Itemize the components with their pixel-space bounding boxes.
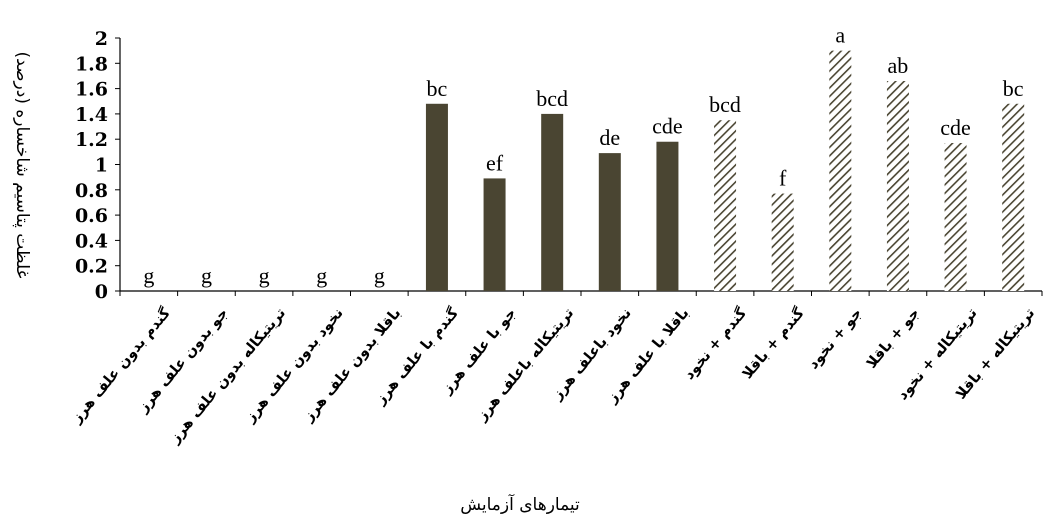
category-label: گندم بدون علف هرز bbox=[67, 304, 175, 427]
y-tick-label: 0.6 bbox=[75, 205, 108, 227]
x-axis-title: تیمارهای آزمایش bbox=[460, 493, 580, 515]
significance-letter: cde bbox=[940, 115, 971, 140]
significance-letter: de bbox=[599, 125, 620, 150]
bar bbox=[598, 153, 621, 291]
category-label: جو + باقلا bbox=[864, 305, 923, 371]
y-axis-title: غلظت پتاسیم شاخساره (درصد) bbox=[12, 52, 32, 279]
y-tick-label: 2 bbox=[95, 28, 108, 50]
significance-letter: g bbox=[374, 263, 385, 288]
category-label: باقلا بدون علف هرز bbox=[300, 305, 404, 425]
y-tick-label: 0.2 bbox=[75, 256, 108, 278]
significance-letter: g bbox=[143, 263, 154, 288]
significance-letter: ef bbox=[486, 150, 504, 175]
bar bbox=[829, 50, 852, 292]
bar bbox=[541, 113, 564, 292]
significance-letter: g bbox=[201, 263, 212, 288]
category-label: تریتیکاله باعلف هرز bbox=[473, 305, 577, 424]
y-tick-label: 0.8 bbox=[75, 180, 108, 202]
bar bbox=[771, 193, 794, 291]
significance-letter: f bbox=[779, 166, 787, 191]
significance-letter: ab bbox=[888, 53, 909, 78]
bar bbox=[714, 120, 737, 291]
bar bbox=[886, 81, 909, 291]
y-tick-label: 1.2 bbox=[75, 129, 108, 151]
y-tick-label: 1.6 bbox=[75, 79, 108, 101]
category-label: تریتیکاله بدون علف هرز bbox=[166, 305, 289, 447]
significance-letter: cde bbox=[652, 114, 683, 139]
significance-letter: bcd bbox=[709, 92, 741, 117]
y-tick-label: 0.4 bbox=[75, 230, 108, 252]
y-tick-label: 1 bbox=[95, 155, 108, 177]
category-label: جو + نخود bbox=[805, 305, 865, 372]
significance-letter: bcd bbox=[536, 86, 568, 111]
bar bbox=[425, 103, 448, 291]
bar bbox=[1002, 103, 1025, 291]
y-tick-label: 1.8 bbox=[75, 53, 108, 75]
y-tick-label: 0 bbox=[95, 281, 108, 303]
significance-letter: bc bbox=[427, 76, 448, 101]
bar bbox=[944, 142, 967, 291]
bar bbox=[483, 178, 506, 291]
bar bbox=[656, 141, 679, 291]
significance-letter: a bbox=[835, 23, 845, 48]
category-label: نخود بدون علف هرز bbox=[242, 305, 347, 426]
plot-area: 0 0.2 0.4 0.6 0.8 1 1.2 1.4 1.6 1.8 2 g گندم بدون عل… bbox=[67, 23, 1043, 447]
significance-letter: bc bbox=[1003, 76, 1024, 101]
significance-letter: g bbox=[259, 263, 270, 288]
significance-letter: g bbox=[316, 263, 327, 288]
y-tick-label: 1.4 bbox=[75, 104, 108, 126]
